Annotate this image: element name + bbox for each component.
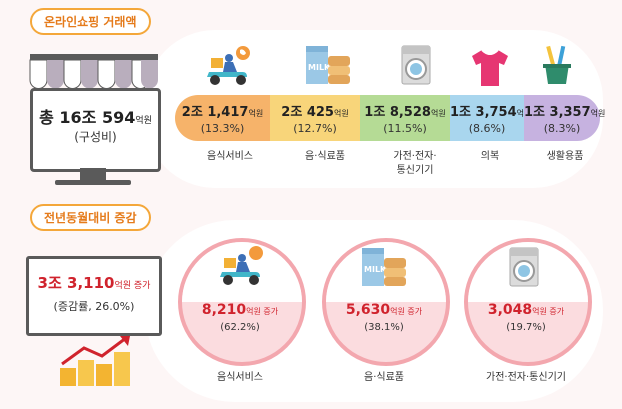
increase-pct-food-beverage: (38.1%)	[364, 322, 404, 333]
bar-segment-household: 1조 3,357억원 (8.3%)	[524, 95, 605, 141]
category-label-food-beverage: 음·식료품	[305, 151, 345, 162]
increase-label-electronics: 가전·전자·통신기기	[486, 372, 566, 383]
increase-value-electronics: 3,048억원 증가	[487, 302, 565, 318]
increase-rate-label: (증감률, 26.0%)	[53, 300, 135, 313]
increase-pct-food-service: (62.2%)	[220, 322, 260, 333]
increase-label-food-service: 음식서비스	[217, 372, 263, 383]
category-label-clothing: 의복	[480, 151, 500, 162]
storefront-stand	[80, 168, 106, 180]
svg-text:MILK: MILK	[308, 63, 331, 72]
bar-segment-electronics: 1조 8,528억원 (11.5%)	[360, 95, 450, 141]
total-amount: 총 16조 594억원	[39, 108, 152, 127]
increase-pct-electronics: (19.7%)	[506, 322, 546, 333]
category-label-food-service: 음식서비스	[207, 151, 253, 162]
increase-value-food-beverage: 5,630억원 증가	[345, 302, 423, 318]
increase-circle-food-beverage	[322, 238, 450, 366]
total-composition-label: (구성비)	[74, 130, 117, 144]
category-label-household: 생활용품	[546, 151, 584, 162]
increase-circle-food-service	[178, 238, 306, 366]
category-label-electronics: 가전·전자· 통신기기	[393, 151, 437, 176]
bar-segment-clothing: 1조 3,754억원 (8.6%)	[450, 95, 531, 141]
increase-total-amount: 3조 3,110억원 증가	[37, 274, 151, 292]
section1-title: 온라인쇼핑 거래액	[30, 8, 151, 35]
increase-total-frame	[26, 256, 162, 336]
bar-segment-food-beverage: 2조 425억원 (12.7%)	[270, 95, 360, 141]
category-bar: 2조 1,417억원 (13.3%) 2조 425억원 (12.7%) 1조 8…	[175, 95, 605, 141]
svg-text:MILK: MILK	[364, 265, 387, 274]
storefront-base	[55, 180, 131, 185]
bar-segment-food-service: 2조 1,417억원 (13.3%)	[175, 95, 270, 141]
section2-title: 전년동월대비 증감	[30, 204, 151, 231]
increase-value-food-service: 8,210억원 증가	[201, 302, 279, 318]
increase-label-food-beverage: 음·식료품	[364, 372, 404, 383]
